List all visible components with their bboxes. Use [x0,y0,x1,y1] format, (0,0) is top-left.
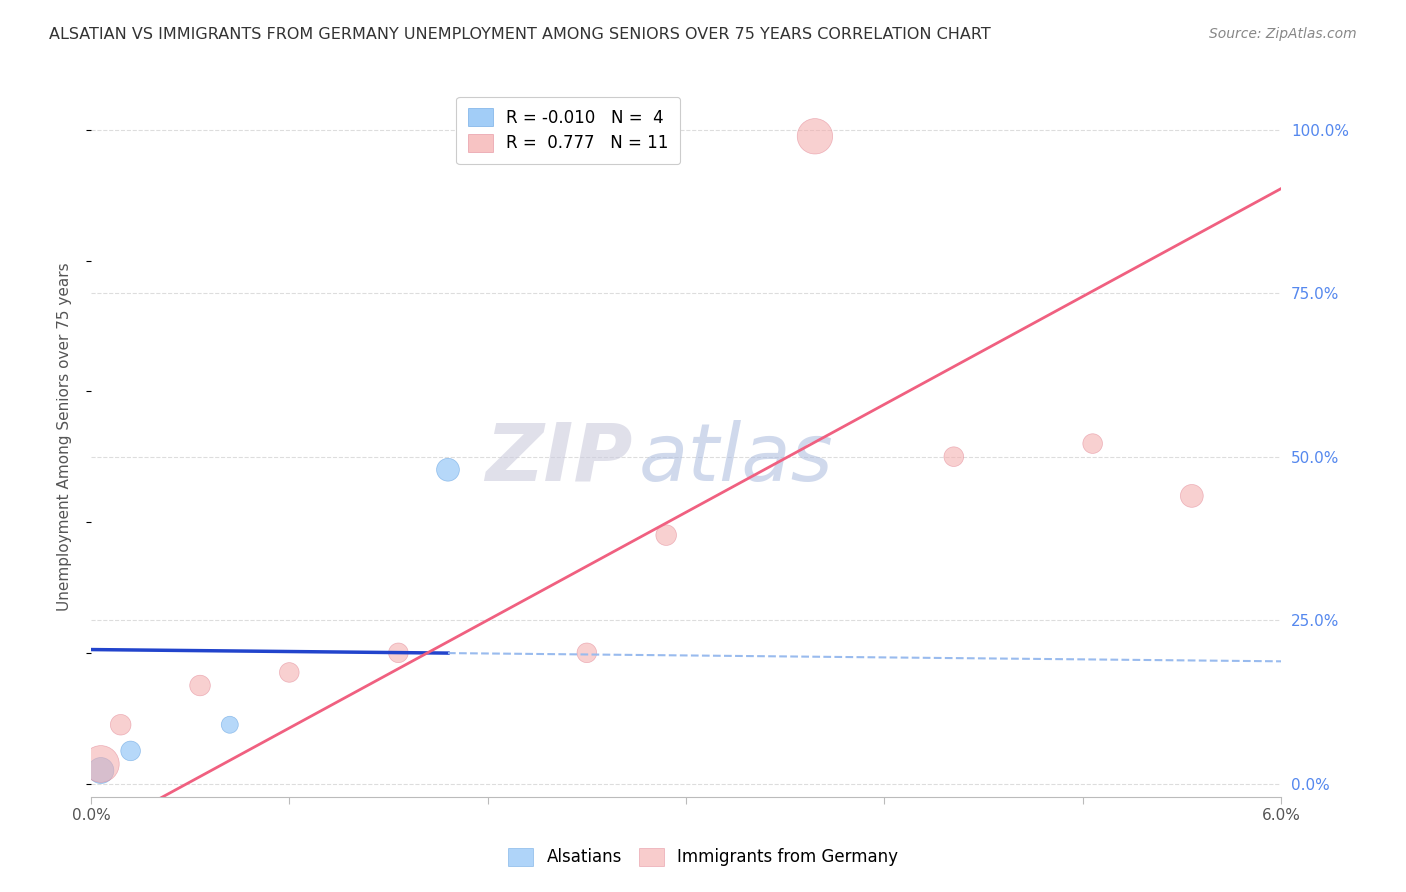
Point [655,528,678,542]
Point [1081,436,1104,450]
Point [804,129,827,144]
Point [942,450,965,464]
Point [110,718,132,732]
Point [188,679,211,693]
Y-axis label: Unemployment Among Seniors over 75 years: Unemployment Among Seniors over 75 years [58,263,72,611]
Point [120,744,142,758]
Point [437,463,460,477]
Point [387,646,409,660]
Point [278,665,301,680]
Legend: R = -0.010   N =  4, R =  0.777   N = 11: R = -0.010 N = 4, R = 0.777 N = 11 [457,96,681,164]
Text: atlas: atlas [638,419,834,498]
Point [90,756,112,771]
Point [1181,489,1204,503]
Point [90,764,112,778]
Point [575,646,598,660]
Legend: Alsatians, Immigrants from Germany: Alsatians, Immigrants from Germany [499,839,907,875]
Point [218,718,240,732]
Text: Source: ZipAtlas.com: Source: ZipAtlas.com [1209,27,1357,41]
Text: ZIP: ZIP [485,419,633,498]
Text: ALSATIAN VS IMMIGRANTS FROM GERMANY UNEMPLOYMENT AMONG SENIORS OVER 75 YEARS COR: ALSATIAN VS IMMIGRANTS FROM GERMANY UNEM… [49,27,991,42]
